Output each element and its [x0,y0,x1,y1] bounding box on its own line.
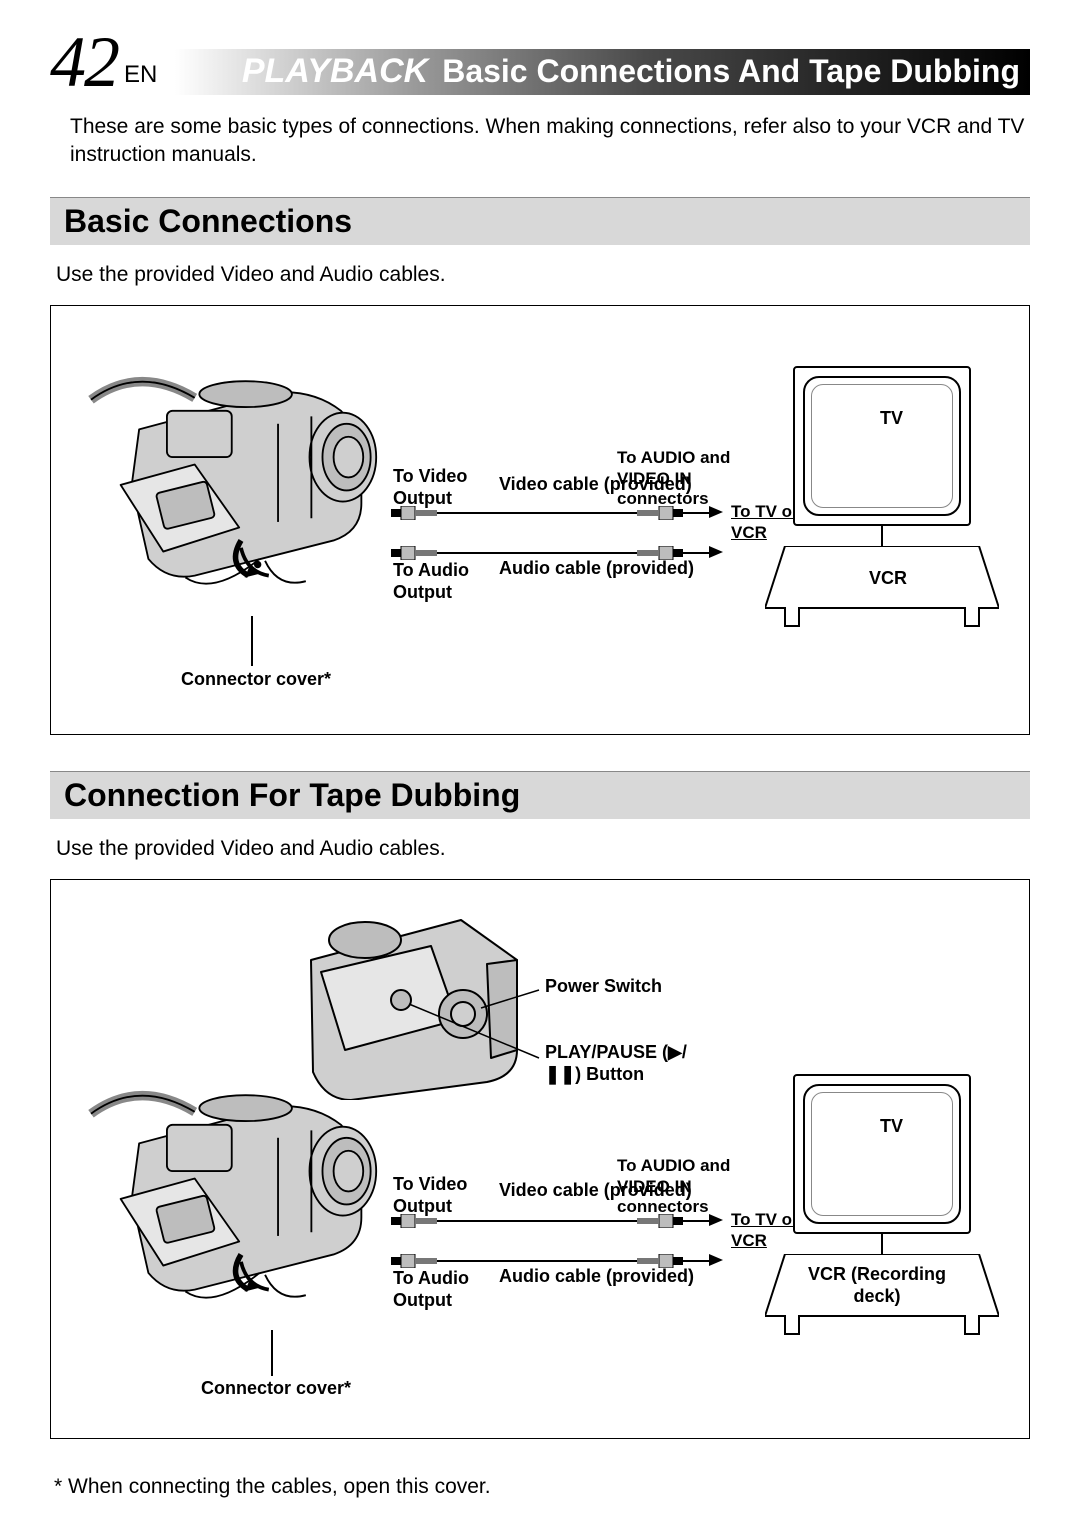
section1-bar: Basic Connections [50,197,1030,245]
diagram-basic-connections: Connector cover* To Video Output To Audi… [50,305,1030,735]
cable-line [437,552,637,554]
leader-line [251,616,253,666]
page-lang: EN [124,61,157,89]
label-power-switch: Power Switch [545,976,662,998]
label-audio-cable: Audio cable (provided) [499,1266,694,1288]
leader-line [271,1330,273,1376]
tv-illustration [793,1074,971,1234]
label-to-av-in: To AUDIO and VIDEO IN connectors [617,448,757,509]
label-play-pause: PLAY/PAUSE (▶/❚❚) Button [545,1042,695,1085]
label-connector-cover: Connector cover* [201,1378,351,1400]
camcorder-illustration [71,346,411,596]
label-to-video: To Video Output [393,466,483,509]
label-vcr: VCR [869,568,907,590]
leader-line [881,1234,883,1254]
cable-line [437,1260,637,1262]
label-connector-cover: Connector cover* [181,669,331,691]
section1-desc: Use the provided Video and Audio cables. [56,263,1030,287]
arrow-icon [709,1254,723,1266]
plug-icon [637,1254,683,1268]
label-to-av-in: To AUDIO and VIDEO IN connectors [617,1156,757,1217]
page-number: 42 [50,30,118,95]
camcorder-illustration [71,1060,411,1310]
label-vcr-rec: VCR (Recording deck) [797,1264,957,1307]
plug-icon [391,546,437,560]
plug-icon [391,1254,437,1268]
label-to-video: To Video Output [393,1174,483,1217]
section1-title: Basic Connections [64,203,352,239]
plug-icon [637,546,683,560]
diagram-tape-dubbing: Power Switch PLAY/PAUSE (▶/❚❚) Button [50,879,1030,1439]
arrow-line [683,1260,709,1262]
arrow-line [683,552,709,554]
title-bar: PLAYBACK Basic Connections And Tape Dubb… [175,49,1030,95]
label-to-audio: To Audio Output [393,1268,483,1311]
title-playback: PLAYBACK [242,52,428,91]
label-to-audio: To Audio Output [393,560,483,603]
arrow-icon [709,546,723,558]
arrow-line [683,512,709,514]
section2-desc: Use the provided Video and Audio cables. [56,837,1030,861]
label-tv: TV [880,408,903,430]
page-header: 42 EN PLAYBACK Basic Connections And Tap… [50,30,1030,95]
label-audio-cable: Audio cable (provided) [499,558,694,580]
label-tv: TV [880,1116,903,1138]
cable-line [437,512,637,514]
arrow-line [683,1220,709,1222]
title-rest: Basic Connections And Tape Dubbing [442,53,1020,90]
intro-text: These are some basic types of connection… [70,113,1030,170]
cable-line [437,1220,637,1222]
leader-line [881,526,883,546]
section2-bar: Connection For Tape Dubbing [50,771,1030,819]
section2-title: Connection For Tape Dubbing [64,777,520,813]
footnote: * When connecting the cables, open this … [54,1475,1030,1499]
tv-illustration [793,366,971,526]
